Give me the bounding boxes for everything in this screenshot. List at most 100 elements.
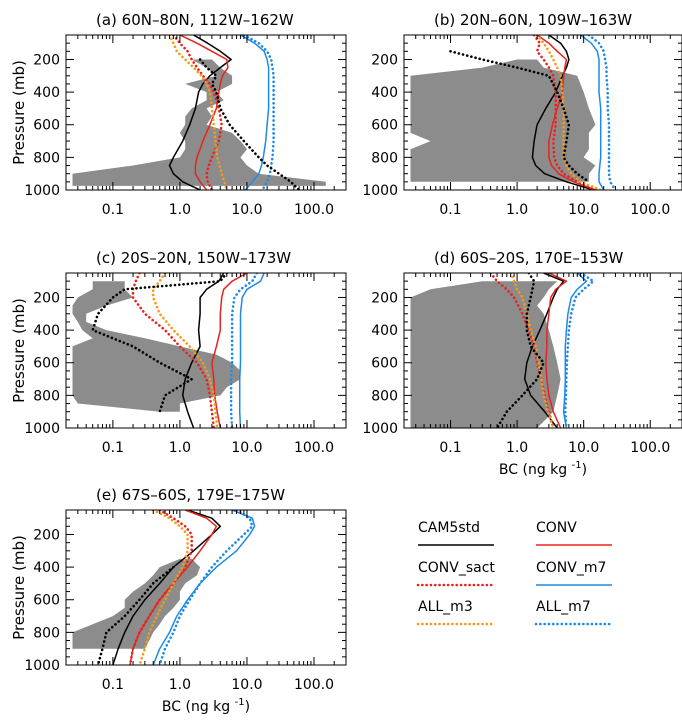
plot-area — [72, 510, 256, 665]
series-line-conv-m7 — [152, 510, 256, 665]
y-tick-label: 600 — [33, 593, 60, 609]
y-tick-label: 200 — [371, 290, 398, 306]
y-tick-label: 400 — [371, 323, 398, 339]
x-tick-label: 1.0 — [169, 440, 191, 456]
y-tick-label: 800 — [371, 150, 398, 166]
y-tick-label: 1000 — [24, 421, 60, 437]
y-tick-label: 400 — [371, 85, 398, 101]
series-line-all-m7 — [564, 273, 595, 428]
panel-title: (c) 20S–20N, 150W–173W — [96, 249, 291, 267]
x-tick-label: 100.0 — [294, 440, 334, 456]
series-line-all-m7 — [587, 35, 617, 190]
series-line-cam5std — [181, 273, 225, 428]
series-line-conv — [545, 273, 568, 428]
series-line-all-m7 — [229, 273, 259, 428]
series-line-all-m3 — [138, 510, 189, 665]
series-line-conv — [179, 35, 229, 190]
y-axis-label: Pressure (mb) — [10, 298, 28, 403]
x-tick-label: 10.0 — [231, 202, 262, 218]
x-axis-label: BC (ng kg -1) — [162, 697, 250, 715]
x-tick-label: 10.0 — [231, 677, 262, 693]
y-tick-label: 600 — [33, 118, 60, 134]
panel-3: 0.1 1.0 10.0 100.0 200 400 600 800 1000 (c) 20S–2… — [10, 249, 347, 456]
y-tick-label: 1000 — [362, 183, 398, 199]
y-tick-label: 800 — [33, 388, 60, 404]
legend-label: ALL_m3 — [418, 599, 473, 615]
y-tick-label: 400 — [33, 85, 60, 101]
y-tick-label: 600 — [371, 118, 398, 134]
plot-area — [72, 35, 326, 190]
y-tick-label: 200 — [371, 52, 398, 68]
series-line-cam5std — [168, 35, 232, 190]
y-tick-label: 800 — [33, 150, 60, 166]
x-tick-label: 100.0 — [630, 202, 670, 218]
series-line-cam5std-obs — [96, 565, 175, 665]
y-tick-label: 800 — [33, 625, 60, 641]
y-tick-label: 1000 — [24, 658, 60, 674]
observation-range — [72, 281, 241, 412]
series-line-conv-m7 — [580, 35, 605, 190]
y-tick-label: 600 — [371, 356, 398, 372]
x-tick-label: 0.1 — [102, 202, 124, 218]
y-tick-label: 400 — [33, 323, 60, 339]
x-tick-label: 0.1 — [102, 440, 124, 456]
series-line-cam5std-obs — [449, 50, 591, 184]
legend-label: CONV — [536, 520, 577, 536]
x-tick-label: 1.0 — [169, 677, 191, 693]
series-line-conv-sact — [489, 273, 555, 428]
panel-title: (b) 20N–60N, 109W–163W — [434, 11, 632, 29]
y-tick-label: 200 — [33, 290, 60, 306]
plot-area — [72, 273, 265, 428]
panel-5: 0.1 1.0 10.0 100.0 200 400 600 800 1000 (e) 67S–6… — [10, 486, 347, 715]
x-tick-label: 0.1 — [439, 202, 461, 218]
x-axis-label: BC (ng kg -1) — [499, 460, 587, 478]
plot-frame — [65, 34, 347, 191]
legend-label: ALL_m7 — [536, 599, 591, 615]
y-axis-label: Pressure (mb) — [10, 535, 28, 640]
y-tick-label: 200 — [33, 527, 60, 543]
panel-title: (d) 60S–20S, 170E–153W — [434, 249, 623, 267]
series-line-conv — [211, 273, 248, 428]
y-axis-label: Pressure (mb) — [10, 60, 28, 165]
panel-2: 0.1 1.0 10.0 100.0 200 400 600 800 1000 (b) 20N–6… — [362, 11, 682, 218]
plot-area — [410, 35, 617, 190]
series-line-cam5std-obs — [198, 58, 301, 190]
legend-label: CAM5std — [418, 520, 480, 536]
series-line-all-m3 — [168, 35, 229, 190]
x-tick-label: 0.1 — [439, 440, 461, 456]
series-line-conv-sact — [532, 35, 599, 190]
x-tick-label: 0.1 — [102, 677, 124, 693]
y-tick-label: 1000 — [24, 183, 60, 199]
legend: CAM5std CONV CONV_sact CONV_m7 ALL_m3 ALL_m7 — [416, 520, 614, 626]
series-line-conv-sact — [131, 273, 216, 428]
x-tick-label: 100.0 — [294, 677, 334, 693]
panel-title: (e) 67S–60S, 179E–175W — [96, 486, 285, 504]
series-line-cam5std — [531, 35, 594, 190]
observation-range — [72, 59, 326, 186]
series-line-cam5std-obs — [495, 273, 545, 428]
y-tick-label: 200 — [33, 52, 60, 68]
x-tick-label: 10.0 — [568, 440, 599, 456]
plot-area — [410, 273, 595, 428]
plot-frame — [403, 34, 682, 191]
plot-frame — [65, 509, 347, 666]
x-tick-label: 100.0 — [630, 440, 670, 456]
series-line-conv-m7 — [238, 273, 265, 428]
series-line-cam5std — [112, 510, 222, 665]
series-line-all-m7 — [158, 510, 254, 665]
series-line-all-m3 — [509, 273, 555, 428]
legend-label: CONV_m7 — [536, 560, 606, 576]
series-line-conv — [129, 510, 218, 665]
y-tick-label: 400 — [33, 560, 60, 576]
panel-4: 0.1 1.0 10.0 100.0 200 400 600 800 1000 (d) 60S–2… — [362, 249, 682, 478]
series-line-cam5std-obs — [91, 273, 229, 413]
plot-frame — [403, 272, 682, 429]
panel-title: (a) 60N–80N, 112W–162W — [96, 11, 294, 29]
y-tick-label: 1000 — [362, 421, 398, 437]
series-line-conv — [536, 35, 596, 190]
series-line-conv-sact — [172, 35, 223, 190]
series-line-all-m7 — [242, 35, 275, 190]
panel-1: 0.1 1.0 10.0 100.0 200 400 600 800 1000 (a) 60N–8… — [10, 11, 347, 218]
legend-label: CONV_sact — [418, 560, 495, 576]
